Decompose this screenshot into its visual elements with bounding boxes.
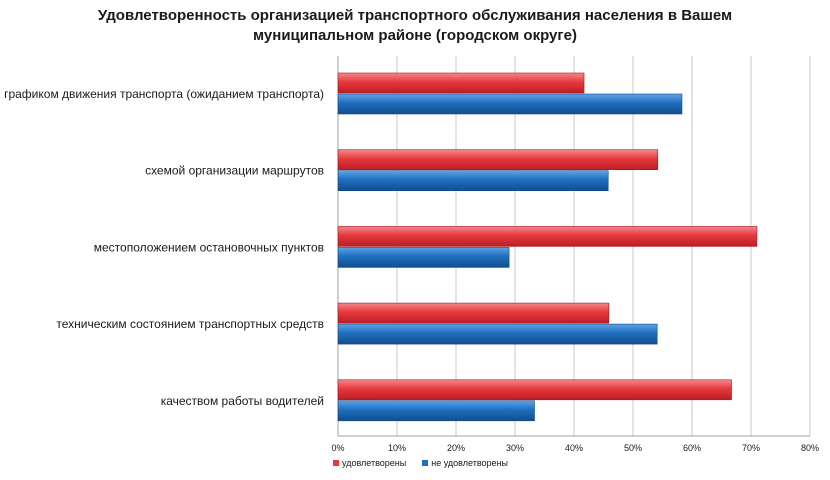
x-tick-label: 70% — [742, 443, 760, 453]
legend-item-not-satisfied: не удовлетворены — [422, 458, 508, 468]
x-tick-label: 30% — [506, 443, 524, 453]
bars — [337, 72, 758, 422]
legend-item-satisfied: удовлетворены — [333, 458, 406, 468]
category-label: качеством работы водителей — [161, 394, 324, 408]
x-tick-label: 60% — [683, 443, 701, 453]
bar-satisfied — [337, 149, 659, 170]
bar-satisfied — [337, 72, 585, 94]
category-label: графиком движения транспорта (ожиданием … — [4, 87, 324, 101]
x-tick-label: 40% — [565, 443, 583, 453]
x-tick-label: 50% — [624, 443, 642, 453]
bar-not-satisfied — [337, 247, 510, 268]
x-tick-labels: 0% 10% 20% 30% 40% 50% 60% 70% 80% — [331, 443, 819, 453]
bar-satisfied — [337, 302, 610, 324]
bar-not-satisfied — [337, 323, 658, 345]
x-tick-label: 10% — [388, 443, 406, 453]
chart-title-line-2: муниципальном районе (городском округе) — [253, 27, 577, 44]
x-tick-label: 20% — [447, 443, 465, 453]
legend-swatch-blue — [422, 460, 429, 466]
x-tick-label: 0% — [331, 443, 344, 453]
category-label: техническим состоянием транспортных сред… — [56, 317, 324, 331]
legend-label: удовлетворены — [342, 458, 407, 468]
category-labels: графиком движения транспорта (ожиданием … — [4, 87, 324, 408]
bar-not-satisfied — [337, 93, 683, 115]
x-tick-label: 80% — [801, 443, 819, 453]
bar-satisfied — [337, 379, 732, 401]
category-label: местоположением остановочных пунктов — [94, 240, 324, 254]
legend-label: не удовлетворены — [431, 458, 508, 468]
category-label: схемой организации маршрутов — [145, 164, 324, 178]
bar-satisfied — [337, 226, 758, 247]
legend: удовлетворены не удовлетворены — [333, 458, 508, 468]
bar-not-satisfied — [337, 170, 609, 191]
bar-not-satisfied — [337, 400, 535, 422]
chart-title: Удовлетворенность организацией транспорт… — [0, 6, 830, 46]
chart-title-line-1: Удовлетворенность организацией транспорт… — [97, 7, 733, 24]
legend-swatch-red — [333, 460, 339, 466]
